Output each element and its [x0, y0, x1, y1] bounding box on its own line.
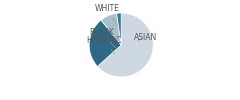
Wedge shape: [101, 13, 121, 45]
Wedge shape: [89, 20, 121, 66]
Text: WHITE: WHITE: [94, 4, 119, 25]
Text: ASIAN: ASIAN: [134, 32, 157, 42]
Wedge shape: [97, 13, 153, 77]
Wedge shape: [117, 13, 121, 45]
Text: HISPANIC: HISPANIC: [86, 36, 121, 54]
Text: BLACK: BLACK: [90, 28, 115, 48]
